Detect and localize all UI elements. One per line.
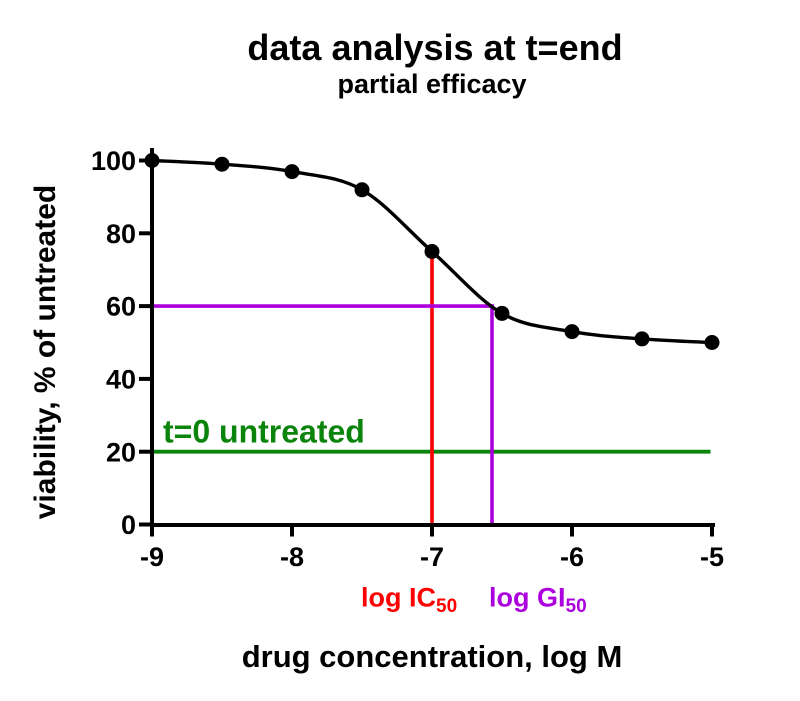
svg-text:-9: -9 [140,542,164,572]
svg-text:log IC50: log IC50 [361,583,457,618]
svg-text:40: 40 [106,365,136,395]
svg-text:60: 60 [106,292,136,322]
svg-text:viability, % of untreated: viability, % of untreated [29,185,62,520]
svg-text:data analysis at t=end: data analysis at t=end [247,27,622,68]
svg-text:20: 20 [106,437,136,467]
svg-text:100: 100 [91,146,136,176]
svg-text:log GI50: log GI50 [489,583,587,618]
svg-text:-8: -8 [280,542,304,572]
svg-text:partial efficacy: partial efficacy [337,69,526,99]
svg-text:-7: -7 [420,542,444,572]
svg-text:t=0 untreated: t=0 untreated [163,414,365,450]
svg-text:80: 80 [106,219,136,249]
svg-text:-5: -5 [700,542,724,572]
svg-text:drug concentration, log M: drug concentration, log M [242,639,623,674]
svg-text:0: 0 [121,510,136,540]
svg-text:-6: -6 [560,542,584,572]
